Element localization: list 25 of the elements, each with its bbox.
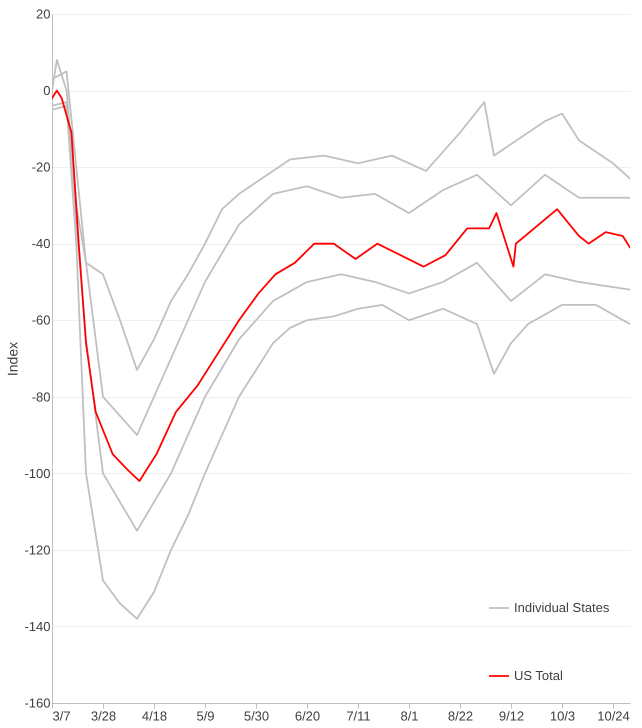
- y-tick-label: -120: [24, 542, 50, 558]
- y-tick-label: -60: [32, 312, 50, 328]
- legend-label: US Total: [514, 668, 564, 683]
- x-tick-label: 8/1: [400, 708, 419, 724]
- x-tick-label: 3/7: [52, 708, 71, 724]
- x-tick-label: 10/3: [550, 708, 576, 724]
- y-axis-title: Index: [4, 342, 20, 376]
- x-tick-label: 5/9: [196, 708, 215, 724]
- x-tick-label: 5/30: [244, 708, 270, 724]
- x-tick-label: 3/28: [90, 708, 116, 724]
- x-tick-label: 7/11: [346, 708, 371, 724]
- y-tick-label: -100: [24, 466, 50, 481]
- y-tick-label: -140: [24, 618, 50, 634]
- y-tick-label: 0: [43, 83, 50, 98]
- x-tick-label: 6/20: [294, 708, 320, 724]
- y-tick-label: 20: [36, 6, 50, 22]
- x-tick-label: 4/18: [142, 708, 168, 724]
- y-tick-label: -80: [32, 389, 50, 404]
- y-tick-label: -20: [32, 160, 50, 175]
- x-tick-label: 8/22: [448, 708, 474, 724]
- x-tick-label: 9/12: [498, 708, 524, 724]
- x-tick-label: 10/24: [597, 708, 630, 724]
- legend-label: Individual States: [514, 600, 610, 615]
- y-tick-label: -40: [32, 236, 50, 252]
- y-tick-label: -160: [24, 696, 50, 710]
